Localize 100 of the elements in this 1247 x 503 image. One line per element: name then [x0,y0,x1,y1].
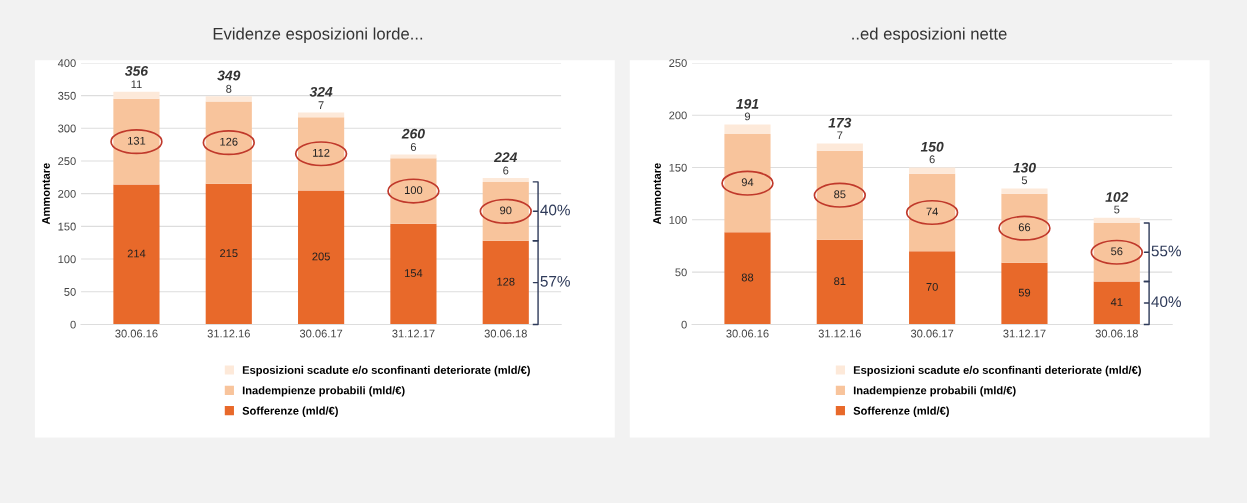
bar [390,158,437,224]
data-label: 5 [1114,205,1120,214]
legend-label: Sofferenze (mld/€) [853,406,949,417]
bar [205,183,252,325]
data-label: 100 [405,186,423,195]
data-label: 6 [410,143,417,151]
bar [390,223,437,325]
bar [482,240,529,325]
data-label: 214 [127,249,146,258]
total-label: 173 [828,117,852,128]
total-label: 324 [309,86,333,97]
bar [113,184,160,325]
y-tick-label: 250 [58,157,76,166]
data-label: 215 [220,249,238,258]
bar [113,91,160,99]
total-label: 150 [920,141,944,152]
y-tick-label: 150 [58,222,76,231]
legend-label: Esposizioni scadute e/o sconfinanti deteriorate (mld/€) [853,365,1141,377]
bar [816,239,863,325]
y-tick-label: 200 [669,111,687,120]
bar [909,167,956,174]
total-label: 130 [1013,162,1036,173]
y-tick-label: 0 [681,320,687,329]
x-tick-label: 31.12.16 [207,329,250,338]
data-label: 205 [312,252,330,261]
total-label: 224 [493,152,518,162]
bar [1001,188,1048,194]
data-label: 88 [741,273,754,282]
chart-title: ..ed esposizioni nette [852,27,1007,43]
y-tick-label: 150 [669,163,687,172]
legend-label: Inadempienze probabili (mld/€) [853,386,1016,397]
data-label: 81 [834,277,846,286]
data-label: 11 [131,80,142,89]
data-label: 7 [318,101,324,109]
bar [390,154,437,159]
total-label: 356 [124,65,149,76]
bar [113,98,160,185]
data-label: 66 [1018,223,1031,232]
data-label: 94 [741,178,754,187]
x-tick-label: 31.12.17 [392,329,435,338]
annotation: 40% [540,204,570,216]
bar [482,181,529,241]
bar [724,124,771,135]
data-label: 7 [837,131,843,140]
data-label: 6 [503,166,509,175]
data-label: 85 [834,190,846,199]
y-tick-label: 200 [58,189,76,198]
bar [909,251,956,325]
bar [298,117,345,191]
y-axis-title: Ammontare [653,163,661,225]
annotation: 57% [540,275,570,287]
bar [724,232,771,325]
data-label: 154 [405,269,423,278]
y-tick-label: 100 [58,255,76,264]
y-tick-label: 400 [57,59,76,68]
bar [816,150,863,240]
y-axis-title: Ammontare [42,163,50,225]
annotation: 40% [1151,296,1181,308]
data-label: 5 [1021,176,1028,185]
bar [1001,262,1048,325]
data-label: 74 [926,207,938,216]
legend-label: Inadempienze probabili (mld/€) [242,386,405,397]
legend-label: Sofferenze (mld/€) [242,406,338,417]
data-label: 56 [1111,247,1123,256]
y-tick-label: 100 [669,216,687,224]
bar [1093,222,1140,282]
total-label: 102 [1105,192,1129,202]
data-label: 126 [220,137,238,146]
bar [816,143,863,151]
annotation: 55% [1151,245,1181,257]
x-tick-label: 30.06.18 [1095,329,1138,338]
x-tick-label: 30.06.16 [726,329,769,338]
bar [1093,281,1140,325]
data-label: 9 [744,112,751,121]
chart-title: Evidenze esposizioni lorde... [213,27,423,43]
data-label: 70 [926,282,938,291]
x-tick-label: 30.06.18 [484,329,527,338]
y-tick-label: 350 [58,91,76,100]
data-label: 8 [226,84,232,93]
data-label: 59 [1018,288,1031,297]
bar [205,96,252,102]
bar [298,190,345,325]
data-label: 112 [313,148,330,157]
bar [205,101,252,184]
x-tick-label: 30.06.17 [299,329,343,338]
x-tick-label: 30.06.16 [115,329,158,338]
bar [909,173,956,252]
bar [1093,217,1140,223]
data-label: 90 [500,206,512,215]
x-tick-label: 31.12.16 [818,329,861,338]
data-label: 41 [1110,298,1123,306]
legend-label: Esposizioni scadute e/o sconfinanti deteriorate (mld/€) [242,365,530,377]
total-label: 260 [401,128,425,139]
y-tick-label: 250 [669,59,687,68]
x-tick-label: 30.06.17 [910,329,954,338]
y-tick-label: 50 [64,288,76,296]
bar [482,177,529,182]
x-tick-label: 31.12.17 [1003,329,1046,338]
bar [1001,193,1048,263]
bar [724,134,771,233]
